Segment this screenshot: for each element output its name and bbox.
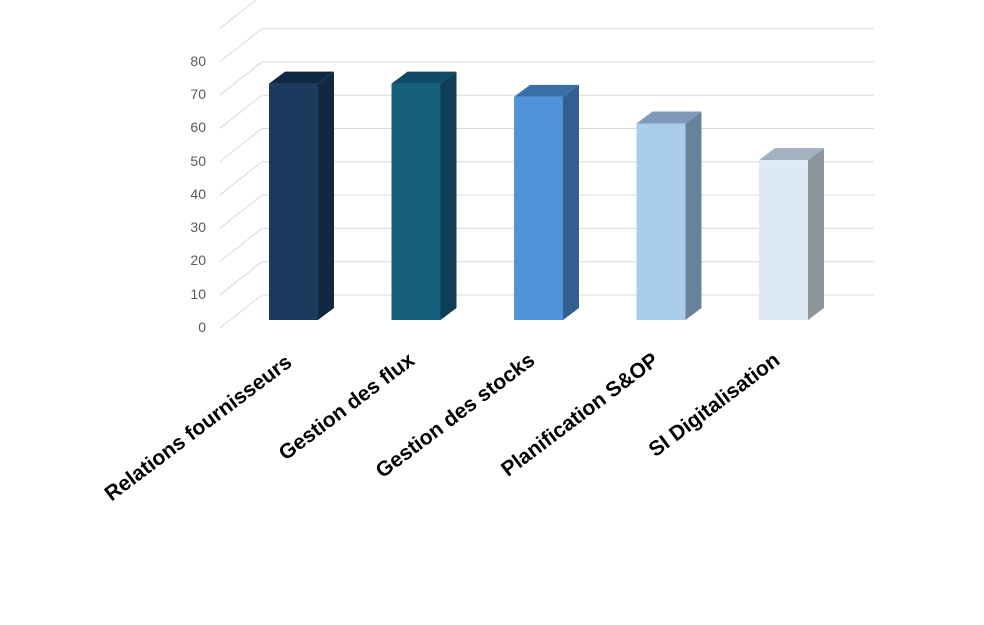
bar [514, 84, 579, 320]
gridline-diagonal [219, 194, 263, 229]
y-tick-label: 60 [190, 119, 206, 136]
y-tick-label: 70 [190, 85, 206, 102]
bar [759, 148, 824, 320]
y-tick-label: 30 [190, 219, 206, 236]
y-tick-label: 80 [190, 52, 206, 69]
bar-side [685, 111, 702, 320]
bar-side [808, 148, 824, 320]
gridline-diagonal [219, 0, 257, 29]
y-tick-label: 50 [190, 152, 206, 169]
gridline-diagonal [219, 94, 263, 129]
gridline-diagonal [219, 294, 263, 329]
bar-top [269, 71, 334, 84]
gridline-diagonal [219, 261, 263, 296]
bar-front [759, 160, 808, 320]
bar [636, 111, 702, 320]
bar-front [391, 83, 441, 320]
bar [269, 71, 334, 320]
bar-front [514, 96, 563, 320]
bar-front [269, 83, 318, 320]
bar-top [759, 148, 824, 161]
bar-top [514, 84, 579, 97]
bar-side [440, 71, 457, 320]
gridline-diagonal [219, 28, 263, 62]
bar-front [636, 123, 686, 320]
y-tick-label: 0 [198, 319, 206, 335]
gridline-diagonal [219, 228, 263, 262]
gridline-diagonal [219, 128, 263, 162]
gridline-diagonal [219, 161, 263, 196]
y-tick-label: 40 [190, 185, 206, 202]
y-tick-label: 20 [190, 252, 206, 269]
bar-side [563, 84, 579, 320]
bar-top [636, 111, 702, 124]
gridline-diagonal [219, 61, 263, 96]
bar [391, 71, 457, 320]
y-tick-label: 10 [190, 285, 206, 302]
bar-top [391, 71, 457, 84]
bar-side [318, 71, 334, 320]
